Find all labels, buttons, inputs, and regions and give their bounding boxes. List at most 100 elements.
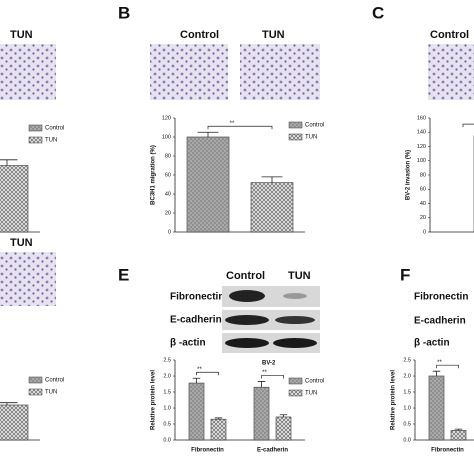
error-bar [261, 176, 283, 183]
micrograph [0, 44, 56, 100]
blot-label: TUN [288, 270, 311, 282]
image-label: Control [180, 29, 219, 41]
image-label: TUN [262, 29, 285, 41]
bar-texture [189, 383, 204, 440]
bar-texture [276, 416, 291, 440]
blot-band [225, 315, 269, 325]
y-tick-label: 1.5 [403, 389, 411, 395]
y-tick-label: 2.5 [403, 357, 411, 363]
legend-texture [29, 125, 42, 131]
y-tick-label: 1.0 [163, 405, 171, 411]
significance-bracket [462, 123, 474, 128]
blot-label: E-cadherin [414, 316, 466, 327]
blot-label: β -actin [414, 338, 450, 349]
micrograph [150, 44, 228, 100]
panel-label: C [372, 3, 384, 22]
significance-label: ** [437, 360, 442, 366]
image-label: Control [430, 29, 469, 41]
significance-label: ** [262, 370, 267, 376]
image-label: TUN [10, 29, 33, 41]
legend-texture [289, 122, 302, 128]
blot-band [225, 338, 269, 348]
y-tick-label: 100 [417, 158, 426, 164]
significance-bracket [261, 375, 284, 379]
y-tick-label: 20 [165, 210, 171, 216]
blot-label: E-cadherin [170, 315, 222, 326]
significance-bracket [196, 371, 219, 376]
significance-label: ** [197, 367, 202, 373]
legend-label: TUN [305, 135, 317, 141]
y-tick-label: 100 [162, 134, 171, 140]
blot-label: Control [226, 270, 265, 282]
legend-label: Control [305, 379, 324, 385]
y-tick-label: 0 [423, 229, 426, 235]
micrograph [0, 252, 56, 306]
error-bar [0, 159, 18, 166]
y-tick-label: 0.0 [403, 437, 411, 443]
blot-band [275, 316, 315, 324]
blot-band [229, 290, 265, 302]
y-tick-label: 120 [162, 115, 171, 121]
bar-texture [254, 387, 269, 440]
bar-texture [429, 376, 444, 440]
cell-label: BV-2 [262, 361, 276, 367]
image-label: TUN [10, 237, 33, 249]
y-tick-label: 160 [417, 115, 426, 121]
blot-strip [222, 333, 320, 353]
y-axis-label: BC3H1 migration (%) [151, 145, 157, 205]
error-bar [279, 414, 288, 417]
significance-bracket [436, 364, 459, 369]
error-bar [454, 428, 463, 431]
panel-label: F [400, 265, 410, 284]
blot-band [273, 338, 317, 348]
legend-texture [289, 378, 302, 384]
legend-texture [289, 134, 302, 140]
y-tick-label: 140 [417, 130, 426, 136]
legend-label: Control [305, 123, 324, 129]
legend-texture [289, 390, 302, 396]
y-tick-label: 40 [420, 201, 426, 207]
y-tick-label: 1.5 [163, 389, 171, 395]
legend-label: TUN [45, 138, 57, 144]
legend-texture [29, 137, 42, 143]
micrograph [428, 44, 474, 100]
y-tick-label: 80 [420, 172, 426, 178]
y-tick-label: 0.0 [163, 437, 171, 443]
y-tick-label: 20 [420, 215, 426, 221]
blot-label: β -actin [170, 338, 206, 349]
blot-strip [222, 310, 320, 330]
y-tick-label: 1.0 [403, 405, 411, 411]
bar-texture [211, 419, 226, 440]
bar-texture [451, 430, 466, 440]
y-axis-label: Relative protein level [151, 370, 157, 430]
y-tick-label: 40 [165, 191, 171, 197]
y-tick-label: 0.5 [403, 421, 411, 427]
blot-label: Fibronectin [414, 292, 468, 303]
y-axis-label: Relative protein level [391, 370, 397, 430]
micrograph [240, 44, 320, 100]
x-tick-label: Fibronectin [191, 448, 224, 454]
bar-texture [251, 182, 293, 232]
legend-texture [29, 389, 42, 395]
x-tick-label: E-cadherin [257, 448, 288, 454]
y-tick-label: 0 [168, 229, 171, 235]
significance-label: ** [230, 121, 235, 127]
y-tick-label: 2.0 [403, 373, 411, 379]
legend-label: TUN [45, 390, 57, 396]
error-bar [432, 370, 441, 376]
y-tick-label: 60 [420, 187, 426, 193]
blot-band [283, 293, 307, 299]
y-tick-label: 2.5 [163, 357, 171, 363]
error-bar [192, 377, 201, 384]
y-tick-label: 0.5 [163, 421, 171, 427]
blot-label: Fibronectin [170, 292, 224, 303]
error-bar [214, 417, 223, 420]
legend-label: Control [45, 378, 64, 384]
error-bar [257, 381, 266, 388]
y-tick-label: 120 [417, 144, 426, 150]
legend-label: Control [45, 126, 64, 132]
y-tick-label: 80 [165, 153, 171, 159]
panel-label: E [118, 265, 129, 284]
y-tick-label: 60 [165, 172, 171, 178]
y-tick-label: 2.0 [163, 373, 171, 379]
